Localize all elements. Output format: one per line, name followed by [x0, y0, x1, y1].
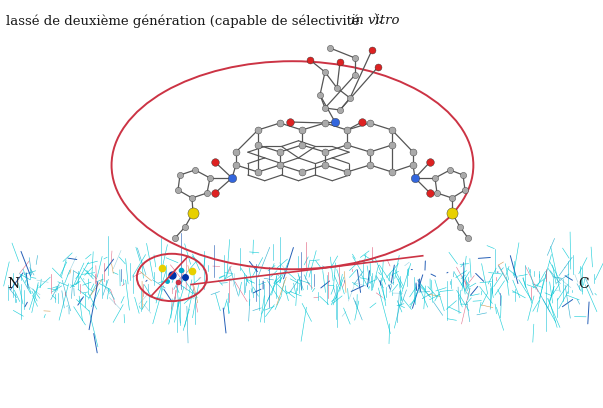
Text: in vitro: in vitro	[351, 14, 399, 27]
Text: N: N	[7, 277, 19, 290]
Text: ).: ).	[373, 14, 383, 27]
Text: C: C	[578, 277, 589, 290]
Text: lassé de deuxième génération (capable de sélectivité: lassé de deuxième génération (capable de…	[6, 14, 364, 28]
